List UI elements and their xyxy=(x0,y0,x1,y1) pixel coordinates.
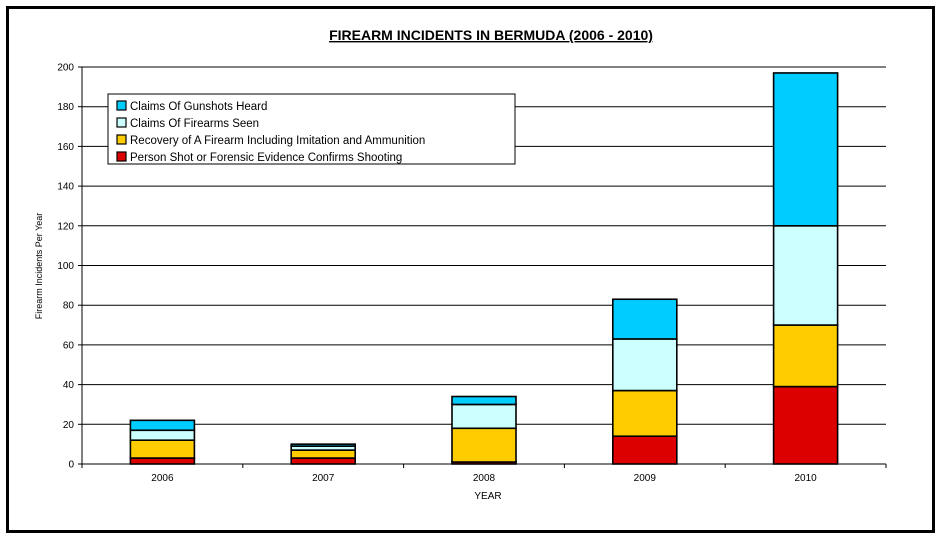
y-tick-label: 0 xyxy=(68,460,74,471)
bar-segment xyxy=(290,449,357,459)
bar-segment xyxy=(772,324,839,388)
y-tick-label: 140 xyxy=(57,182,74,193)
x-tick-label: 2006 xyxy=(151,473,174,484)
bar-segment xyxy=(772,72,839,227)
legend-swatch xyxy=(116,134,127,145)
bar-segment xyxy=(611,435,678,465)
legend: Claims Of Gunshots Heard Claims Of Firear… xyxy=(107,93,516,165)
legend-swatch xyxy=(116,100,127,111)
y-tick-label: 40 xyxy=(63,380,75,391)
legend-swatch xyxy=(116,117,127,128)
legend-label: Claims Of Gunshots Heard xyxy=(130,101,267,113)
bar-segment xyxy=(129,439,196,459)
legend-label: Person Shot or Forensic Evidence Confirm… xyxy=(130,152,402,164)
bar-segment xyxy=(611,389,678,438)
x-axis-label: YEAR xyxy=(474,491,501,502)
bar-segment xyxy=(611,298,678,340)
y-tick-label: 180 xyxy=(57,102,74,113)
y-tick-label: 80 xyxy=(63,301,75,312)
legend-label: Recovery of A Firearm Including Imitatio… xyxy=(130,135,425,147)
bars xyxy=(129,72,839,465)
legend-box xyxy=(107,93,516,165)
bar-segment xyxy=(611,338,678,392)
bar-segment xyxy=(129,429,196,441)
axes xyxy=(81,67,887,468)
bar-segment xyxy=(451,427,517,463)
bar-segment xyxy=(129,419,196,432)
y-tick-label: 100 xyxy=(57,261,74,272)
bar-segment xyxy=(451,403,517,430)
bar-segment xyxy=(772,385,839,465)
x-tick-label: 2008 xyxy=(473,473,496,484)
bar-segment xyxy=(290,457,357,465)
chart-title: FIREARM INCIDENTS IN BERMUDA (2006 - 201… xyxy=(329,27,653,43)
bar-segment xyxy=(451,395,517,406)
y-tick-label: 160 xyxy=(57,142,74,153)
x-tick-label: 2007 xyxy=(312,473,335,484)
y-tick-label: 120 xyxy=(57,221,74,232)
y-tick-label: 60 xyxy=(63,340,75,351)
legend-swatch xyxy=(116,151,127,162)
x-tick-label: 2010 xyxy=(794,473,817,484)
y-tick-label: 20 xyxy=(63,420,75,431)
legend-label: Claims Of Firearms Seen xyxy=(130,118,259,130)
y-tick-labels: 0 20 40 60 80 100 120 140 160 180 200 xyxy=(57,63,74,471)
bar-segment xyxy=(129,457,196,465)
x-tick-label: 2009 xyxy=(634,473,657,484)
bar-segment xyxy=(772,225,839,326)
y-tick-label: 200 xyxy=(57,63,74,74)
x-tick-labels: 2006 2007 2008 2009 2010 xyxy=(151,473,817,484)
y-axis-label: Firearm Incidents Per Year xyxy=(34,213,44,320)
bar-segment xyxy=(290,443,357,447)
